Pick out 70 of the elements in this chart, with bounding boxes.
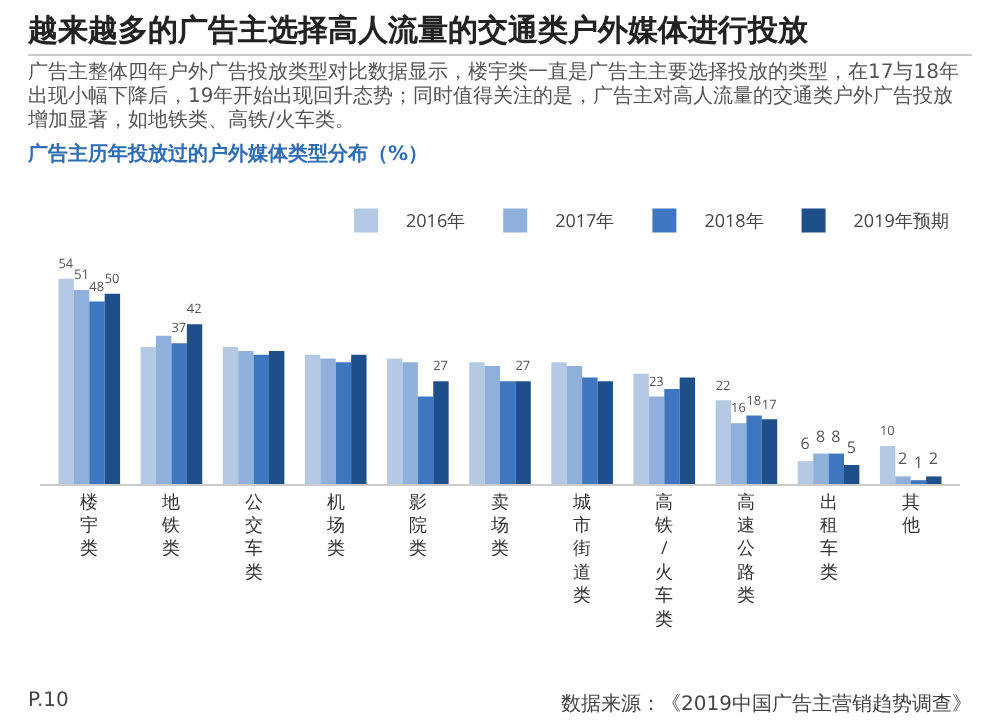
bar [551,362,567,484]
bar [813,453,829,484]
bar [104,293,121,484]
bar [469,362,485,484]
bar [268,350,285,484]
x-tick-label: 出租车类 [819,487,838,584]
bar [843,464,860,484]
x-tick-label: 卖场类 [489,487,509,561]
bar [828,453,844,484]
bar [156,335,172,484]
source-note: 数据来源：《2019中国广告主营销趋势调查》 [561,691,972,718]
x-tick-label: 其他 [901,487,920,537]
bar [879,445,896,484]
data-label: 5 [846,436,857,459]
bar [679,377,696,484]
bar [387,358,403,484]
bar [895,476,911,484]
bar [238,350,254,484]
bar [746,415,762,484]
bar [515,381,531,484]
bar [417,396,434,484]
bar [484,366,500,484]
data-label: 2 [928,448,939,471]
bar [664,388,680,484]
data-label: 1 [913,452,923,475]
bar [433,381,449,484]
bar [320,358,336,484]
legend-label: 2019年预期 [853,207,949,234]
legend-label: 2016年 [406,207,466,234]
data-label: 2 [898,448,909,471]
x-tick-label: 城市街道类 [571,487,592,608]
bar [351,354,367,484]
bar [89,301,105,484]
bar [253,354,269,484]
bar [633,373,649,484]
text: 广告主历年投放过的户外媒体类型分布（%） [28,140,431,168]
x-tick-label: 地铁类 [160,487,181,561]
bar [140,347,157,484]
bar [597,381,613,484]
bar [58,278,74,484]
data-label: 6 [800,433,811,456]
data-label: 8 [815,425,826,448]
bar [582,377,598,484]
text: P.10 [28,690,69,716]
chart-title: 越来越多的广告主选择高人流量的交通类户外媒体进行投放 [28,12,810,50]
bar [797,461,814,484]
bar [500,381,516,484]
bar [648,396,665,484]
bar [186,324,203,484]
bar [335,362,352,484]
bar [171,343,187,484]
x-tick-label: 公交车类 [244,487,263,584]
bar [731,423,747,484]
bar [566,366,583,484]
bar [73,290,90,484]
bar [926,476,942,484]
x-tick-label: 楼宇类 [80,487,99,561]
bar [304,354,321,484]
legend-label: 2018年 [704,207,764,234]
x-tick-label: 高铁/火车类 [653,487,674,631]
bar [761,419,778,484]
data-label: 8 [831,425,842,448]
x-tick-label: 机场类 [324,487,345,561]
legend-label: 2017年 [555,207,615,234]
x-tick-label: 高速公路类 [737,487,756,608]
x-tick-label: 影院类 [408,487,427,561]
bar [222,347,239,484]
bar [715,400,732,484]
bar [402,362,418,484]
chart-subtitle: 广告主整体四年户外广告投放类型对比数据显示，楼宇类一直是广告主主要选择投放的类型，在17与18年出现小幅下降后，19年开始出现回升态势；同时值得关注的是，广告主对高人流量的交通类户外广告投放增加显著，如地铁类、高铁/火车类。 [28,54,972,134]
